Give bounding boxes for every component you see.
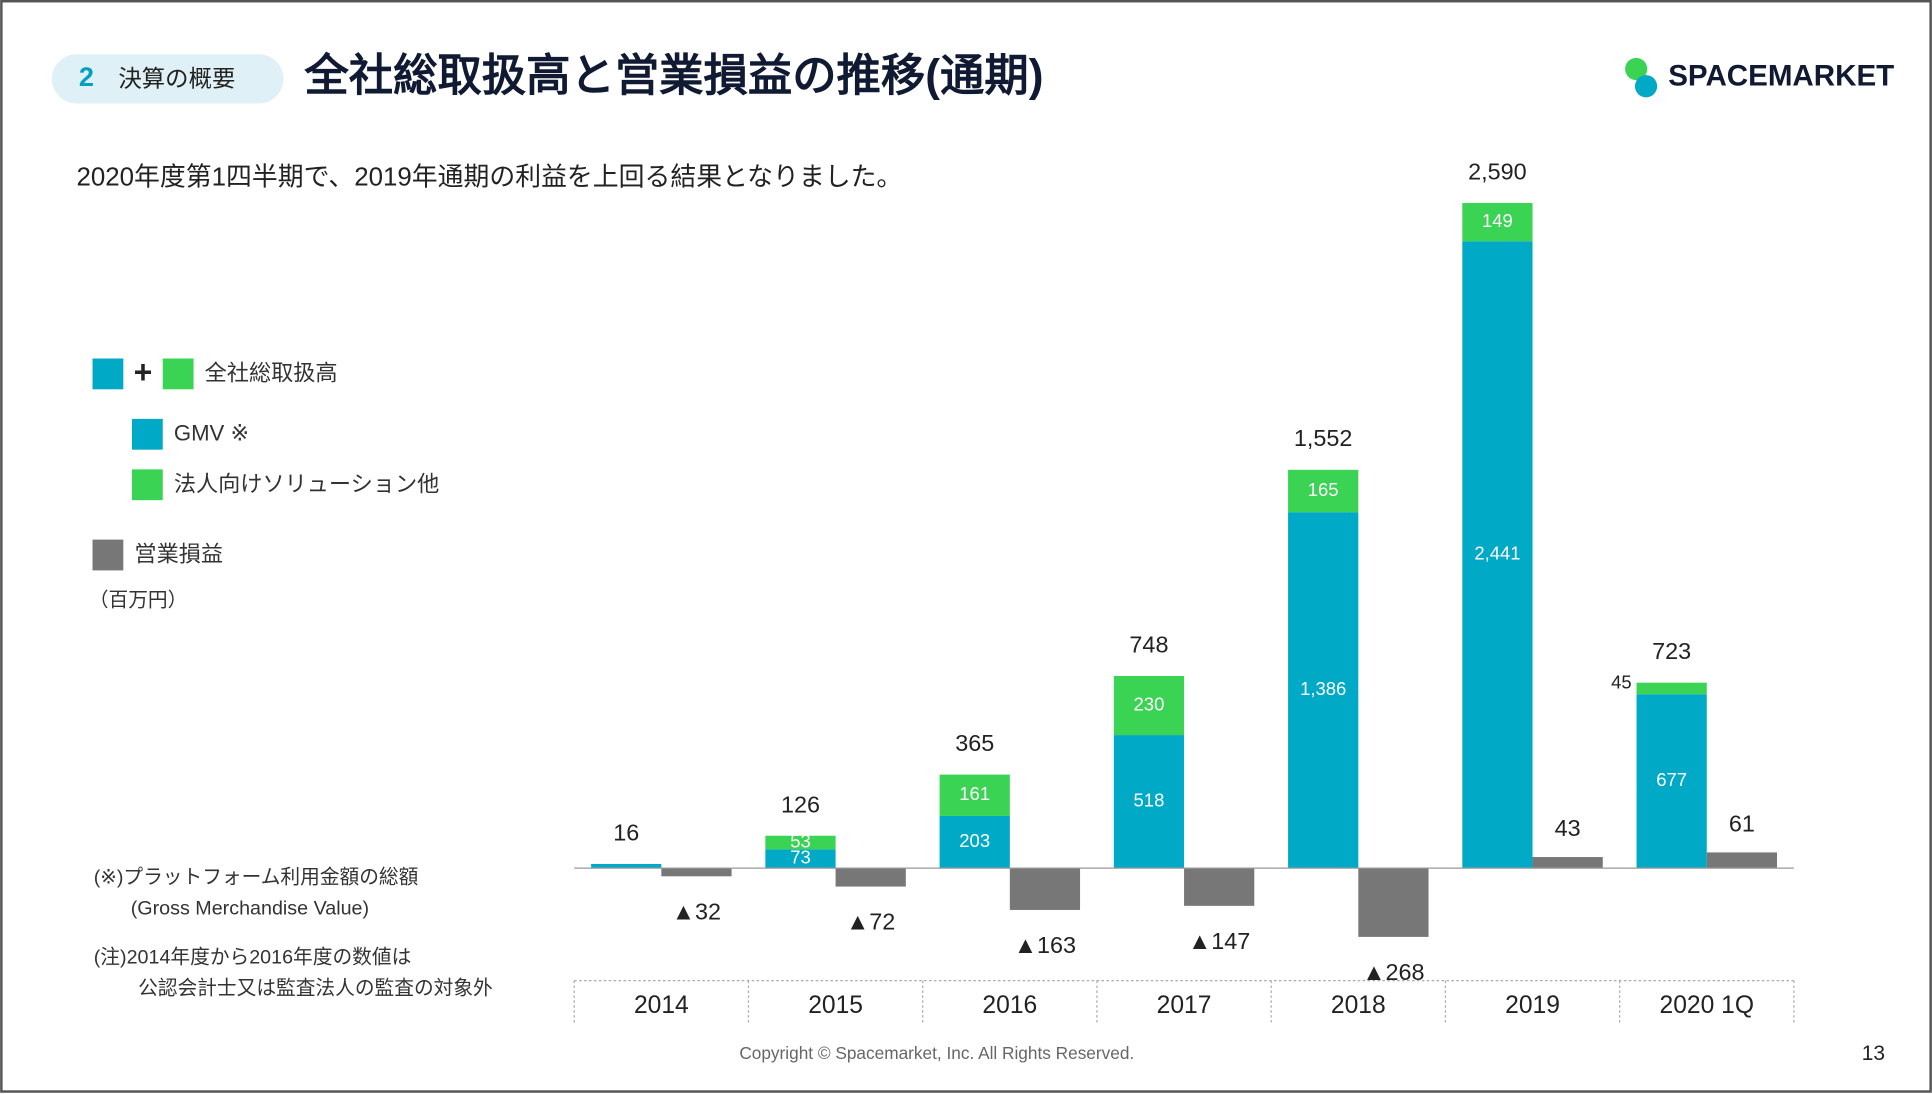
stack-segment [591, 863, 662, 869]
total-label: 1,552 [1294, 425, 1353, 451]
profit-label: ▲268 [1362, 959, 1424, 985]
stack-segment [765, 849, 836, 869]
profit-label: 61 [1729, 811, 1755, 837]
total-label: 2,590 [1468, 159, 1527, 185]
profit-bar [1009, 868, 1081, 910]
stack-segment [939, 815, 1010, 869]
profit-label: ▲72 [846, 909, 895, 935]
segment-label: 161 [959, 783, 990, 804]
segment-label: 149 [1482, 210, 1513, 231]
stack-segment [1113, 735, 1185, 869]
segment-label: 677 [1656, 769, 1687, 790]
stack-segment [1636, 682, 1707, 695]
segment-label: 518 [1134, 789, 1165, 810]
note: 公認会計士又は監査法人の監査の対象外 [138, 977, 493, 999]
profit-label: 43 [1555, 815, 1581, 841]
segment-label: 73 [790, 847, 811, 868]
total-label: 365 [955, 730, 994, 756]
note: (注)2014年度から2016年度の数値は [94, 947, 412, 969]
legend-swatch [92, 358, 124, 390]
profit-bar [661, 868, 732, 877]
stack-segment [1288, 469, 1359, 513]
x-tick-label: 2015 [808, 992, 863, 1019]
stack-segment [1636, 694, 1707, 869]
subtitle: 2020年度第1四半期で、2019年通期の利益を上回る結果となりました。 [77, 162, 903, 191]
x-tick-label: 2016 [982, 992, 1037, 1019]
stack-segment [1462, 202, 1533, 242]
legend-label: 営業損益 [134, 541, 223, 566]
legend-plus: + [134, 354, 153, 390]
section-pill [51, 54, 284, 104]
unit-label: （百万円） [89, 589, 188, 611]
note: (Gross Merchandise Value) [131, 897, 369, 919]
x-tick-label: 2017 [1157, 992, 1212, 1019]
x-tick-label: 2018 [1331, 992, 1386, 1019]
segment-label: 230 [1134, 693, 1165, 714]
stack-segment [1113, 676, 1185, 736]
section-number: 2 [79, 61, 94, 92]
legend-swatch [131, 469, 163, 501]
total-label: 126 [781, 791, 820, 817]
legend-label: 法人向けソリューション他 [174, 471, 439, 496]
legend-label: GMV ※ [174, 421, 249, 446]
total-label: 723 [1652, 638, 1691, 664]
logo-icon [1625, 57, 1658, 98]
legend-swatch [162, 358, 194, 390]
logo-text: SPACEMARKET [1668, 59, 1894, 92]
stack-segment [1462, 241, 1533, 869]
profit-bar [835, 868, 906, 887]
stack-segment [765, 835, 836, 850]
profit-bar [1532, 857, 1603, 869]
profit-label: ▲163 [1014, 932, 1076, 958]
x-tick-label: 2014 [634, 992, 689, 1019]
section-label: 決算の概要 [118, 65, 235, 91]
x-tick-label: 2020 1Q [1660, 992, 1754, 1019]
slide-title: 全社総取扱高と営業損益の推移(通期) [303, 51, 1043, 101]
legend-swatch [131, 418, 163, 450]
copyright: Copyright © Spacemarket, Inc. All Rights… [739, 1043, 1134, 1063]
stack-segment [939, 774, 1010, 816]
total-label: 748 [1129, 632, 1168, 658]
profit-bar [1358, 868, 1429, 937]
profit-label: ▲147 [1188, 928, 1250, 954]
legend-label: 全社総取扱高 [205, 360, 338, 385]
profit-label: ▲32 [672, 898, 721, 924]
page-number: 13 [1862, 1042, 1885, 1065]
segment-label: 45 [1611, 671, 1632, 692]
legend-swatch [92, 539, 124, 571]
x-tick-label: 2019 [1505, 992, 1560, 1019]
stack-segment [1288, 512, 1359, 869]
segment-label: 2,441 [1474, 543, 1520, 564]
segment-label: 203 [959, 830, 990, 851]
segment-label: 53 [790, 830, 811, 851]
profit-bar [1184, 868, 1255, 906]
total-label: 16 [613, 820, 639, 846]
segment-label: 1,386 [1300, 678, 1346, 699]
profit-bar [1706, 852, 1777, 869]
note: (※)プラットフォーム利用金額の総額 [94, 867, 419, 889]
segment-label: 165 [1308, 479, 1339, 500]
